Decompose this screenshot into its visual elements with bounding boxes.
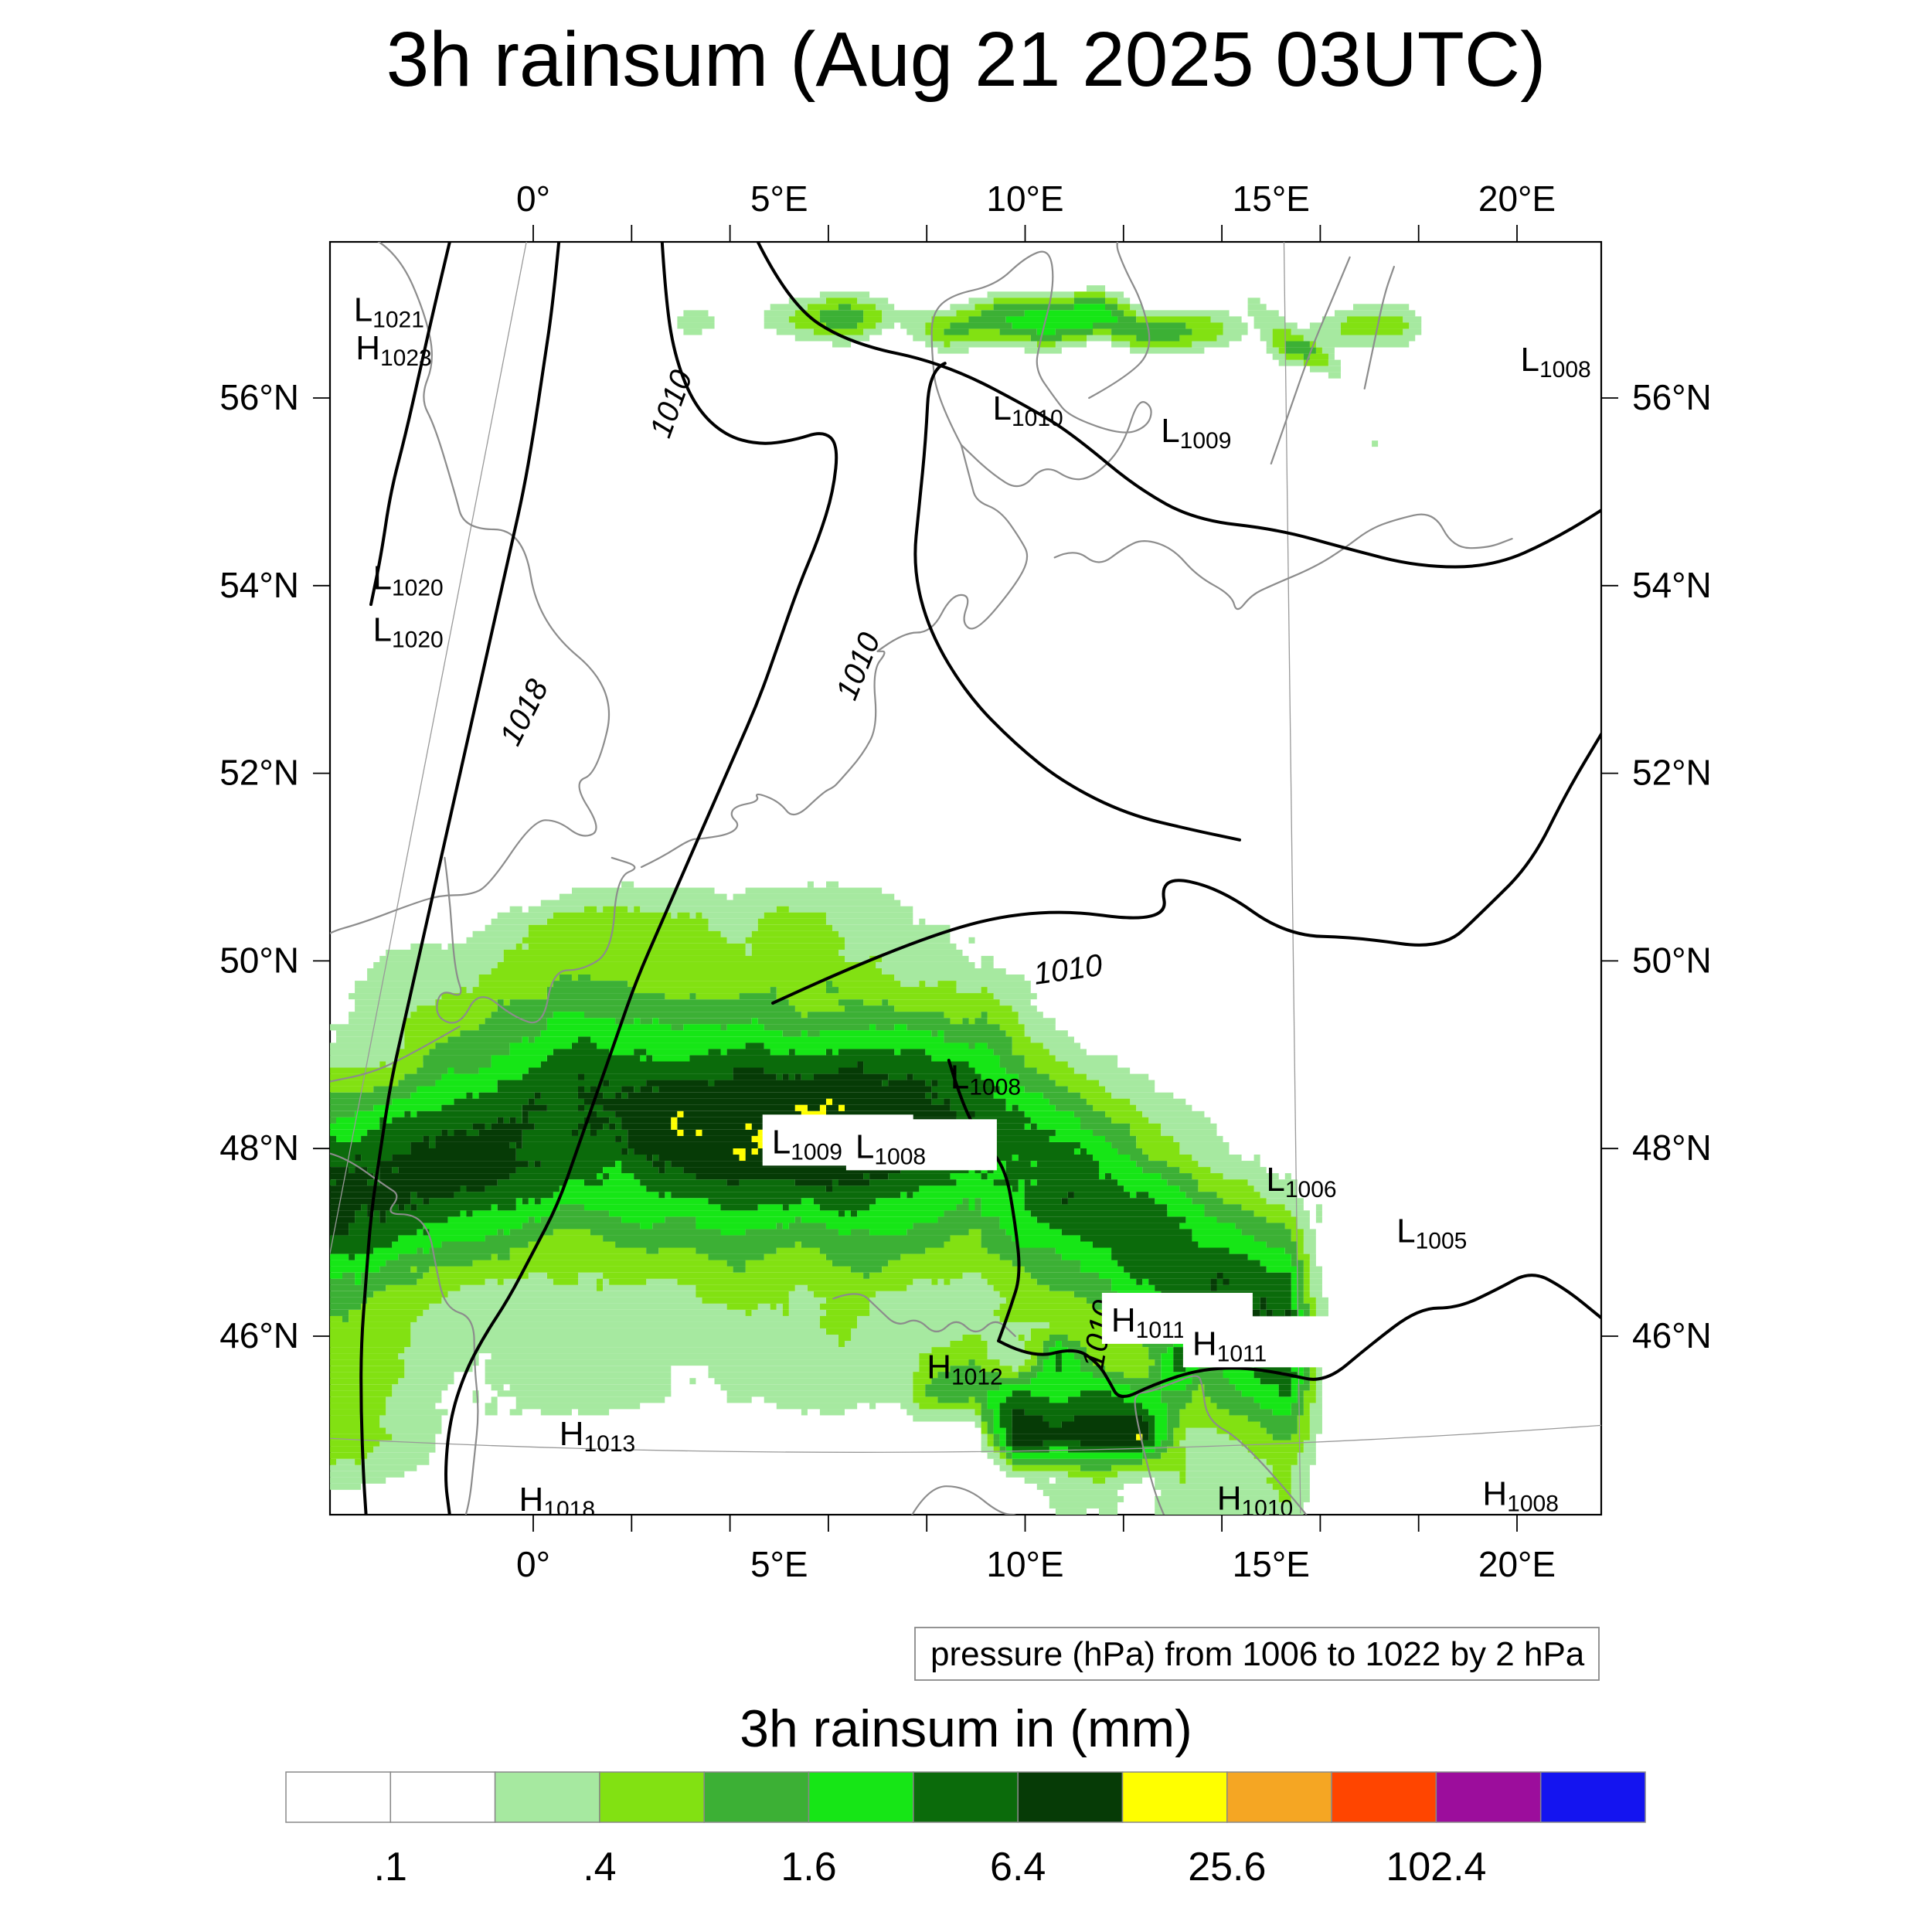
svg-text:20°E: 20°E: [1478, 1544, 1556, 1584]
svg-text:50°N: 50°N: [219, 940, 299, 980]
svg-text:5°E: 5°E: [750, 1544, 808, 1584]
svg-text:54°N: 54°N: [219, 565, 299, 605]
svg-text:15°E: 15°E: [1233, 1544, 1310, 1584]
svg-text:5°E: 5°E: [750, 179, 808, 219]
svg-text:L1020: L1020: [373, 560, 444, 601]
svg-text:54°N: 54°N: [1632, 565, 1712, 605]
svg-text:L1021: L1021: [354, 291, 424, 333]
svg-text:46°N: 46°N: [219, 1315, 299, 1355]
svg-text:20°E: 20°E: [1478, 179, 1556, 219]
svg-text:0°: 0°: [516, 179, 550, 219]
svg-text:1018: 1018: [494, 674, 556, 751]
svg-text:H1008: H1008: [1482, 1475, 1559, 1517]
svg-text:56°N: 56°N: [219, 377, 299, 417]
svg-text:6.4: 6.4: [990, 1845, 1046, 1889]
svg-text:3h rainsum in (mm): 3h rainsum in (mm): [740, 1699, 1192, 1758]
svg-text:.1: .1: [374, 1845, 407, 1889]
svg-text:H1023: H1023: [355, 329, 432, 371]
svg-text:L1009: L1009: [1161, 412, 1231, 454]
svg-text:1010: 1010: [1032, 948, 1104, 992]
svg-text:1010: 1010: [644, 366, 699, 442]
svg-text:1010: 1010: [830, 628, 887, 705]
svg-text:L1008: L1008: [1521, 341, 1591, 383]
svg-text:L1005: L1005: [1396, 1213, 1467, 1254]
svg-text:pressure (hPa) from 1006 to 10: pressure (hPa) from 1006 to 1022 by 2 hP…: [930, 1635, 1585, 1673]
svg-text:102.4: 102.4: [1386, 1845, 1486, 1889]
svg-text:0°: 0°: [516, 1544, 550, 1584]
svg-text:52°N: 52°N: [219, 753, 299, 793]
svg-text:L1020: L1020: [373, 611, 444, 652]
svg-text:25.6: 25.6: [1188, 1845, 1266, 1889]
svg-text:48°N: 48°N: [1632, 1128, 1712, 1168]
svg-text:1.6: 1.6: [781, 1845, 836, 1889]
svg-text:46°N: 46°N: [1632, 1315, 1712, 1355]
svg-text:L1006: L1006: [1266, 1161, 1336, 1202]
svg-text:10°E: 10°E: [986, 1544, 1063, 1584]
svg-text:H1013: H1013: [560, 1415, 636, 1457]
svg-text:10°E: 10°E: [986, 179, 1063, 219]
svg-text:15°E: 15°E: [1233, 179, 1310, 219]
svg-text:56°N: 56°N: [1632, 377, 1712, 417]
svg-text:50°N: 50°N: [1632, 940, 1712, 980]
svg-text:.4: .4: [583, 1845, 616, 1889]
svg-text:H1018: H1018: [519, 1481, 596, 1522]
svg-text:52°N: 52°N: [1632, 753, 1712, 793]
svg-text:48°N: 48°N: [219, 1128, 299, 1168]
